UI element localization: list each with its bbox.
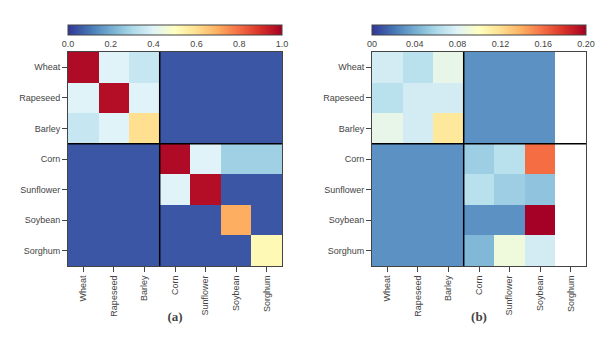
svg-text:(b): (b) xyxy=(471,309,487,324)
svg-text:0.6: 0.6 xyxy=(190,39,203,49)
svg-text:Sorghum: Sorghum xyxy=(566,276,576,313)
svg-text:Wheat: Wheat xyxy=(78,275,88,302)
svg-text:00: 00 xyxy=(367,39,377,49)
svg-text:Rapeseed: Rapeseed xyxy=(413,276,423,317)
svg-text:Soybean: Soybean xyxy=(329,215,365,225)
svg-text:Wheat: Wheat xyxy=(34,62,61,72)
svg-text:Corn: Corn xyxy=(345,154,365,164)
svg-text:Rapeseed: Rapeseed xyxy=(109,276,119,317)
svg-text:Rapeseed: Rapeseed xyxy=(19,93,60,103)
svg-text:0.0: 0.0 xyxy=(62,39,75,49)
svg-text:Barley: Barley xyxy=(35,124,61,134)
svg-text:0.20: 0.20 xyxy=(577,39,595,49)
svg-text:Soybean: Soybean xyxy=(535,276,545,312)
svg-text:0.12: 0.12 xyxy=(492,39,510,49)
svg-text:Sunflower: Sunflower xyxy=(200,276,210,316)
svg-text:Soybean: Soybean xyxy=(25,215,61,225)
svg-text:Sunflower: Sunflower xyxy=(324,185,364,195)
svg-text:Barley: Barley xyxy=(339,124,365,134)
svg-text:Sunflower: Sunflower xyxy=(504,276,514,316)
svg-text:0.2: 0.2 xyxy=(105,39,118,49)
svg-text:Barley: Barley xyxy=(443,275,453,301)
svg-text:Corn: Corn xyxy=(170,276,180,296)
svg-text:Corn: Corn xyxy=(41,154,61,164)
svg-text:Soybean: Soybean xyxy=(231,276,241,312)
svg-text:Sorghum: Sorghum xyxy=(328,246,365,256)
svg-text:Sorghum: Sorghum xyxy=(24,246,61,256)
svg-text:Corn: Corn xyxy=(474,276,484,296)
svg-text:Sunflower: Sunflower xyxy=(20,185,60,195)
svg-text:Barley: Barley xyxy=(139,275,149,301)
svg-text:Wheat: Wheat xyxy=(382,275,392,302)
svg-text:Sorghum: Sorghum xyxy=(262,276,272,313)
svg-text:0.16: 0.16 xyxy=(534,39,552,49)
svg-text:(a): (a) xyxy=(167,309,182,324)
svg-text:1.0: 1.0 xyxy=(276,39,289,49)
svg-text:0.04: 0.04 xyxy=(406,39,424,49)
svg-text:0.8: 0.8 xyxy=(233,39,246,49)
svg-text:0.4: 0.4 xyxy=(147,39,160,49)
svg-text:0.08: 0.08 xyxy=(449,39,467,49)
svg-text:Wheat: Wheat xyxy=(338,62,365,72)
svg-text:Rapeseed: Rapeseed xyxy=(323,93,364,103)
